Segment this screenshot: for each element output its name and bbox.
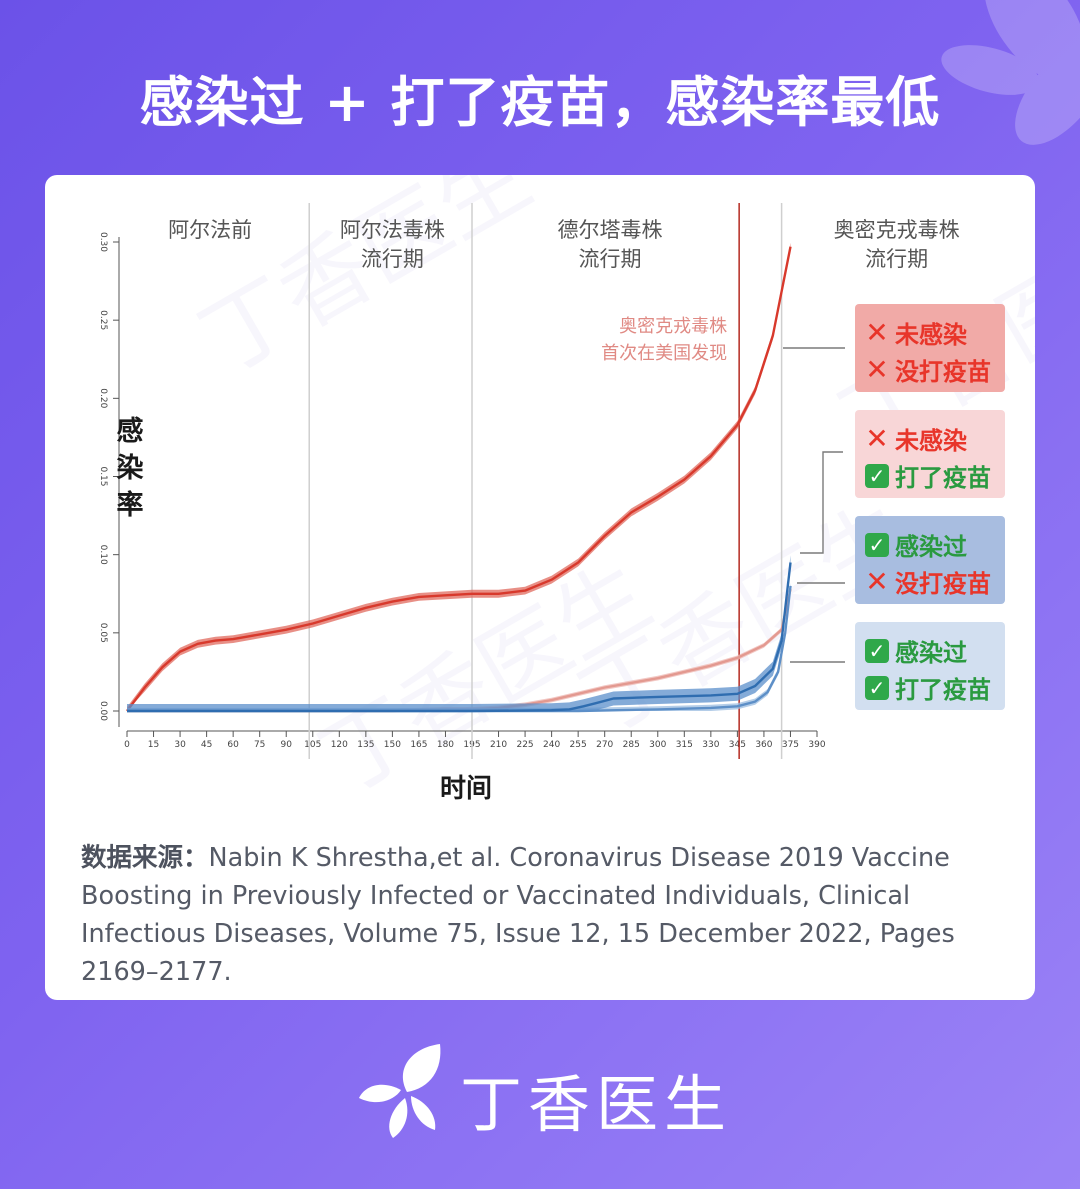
x-tick-label-10: 150 <box>384 740 401 750</box>
x-tick-label-12: 180 <box>437 740 454 750</box>
x-tick-label-18: 270 <box>596 740 613 750</box>
legend-text: 感染过 <box>895 533 967 561</box>
legend-line: ✓ 感染过 <box>865 526 1005 563</box>
x-tick-label-5: 75 <box>254 740 265 750</box>
x-tick-label-16: 240 <box>543 740 560 750</box>
y-axis-title-char-1: 染 <box>117 453 144 484</box>
legend-line: ✕ 未感染 <box>865 314 1005 351</box>
legend-line: ✕ 未感染 <box>865 420 1005 457</box>
x-tick-label-3: 45 <box>201 740 212 750</box>
y-axis-title-char-2: 率 <box>117 489 144 521</box>
legend-line: ✓ 感染过 <box>865 632 1005 669</box>
period-label-2-0: 德尔塔毒株 <box>558 218 663 242</box>
x-tick-label-21: 315 <box>676 740 693 750</box>
y-tick-label-5: 0.25 <box>98 310 108 330</box>
period-label-1-0: 阿尔法毒株 <box>340 218 445 242</box>
legend-text: 没打疫苗 <box>895 358 991 386</box>
legend-box-uninfected_vaccinated: ✕ 未感染 ✓ 打了疫苗 <box>855 410 1005 498</box>
cross-icon: ✕ <box>865 316 889 349</box>
x-tick-label-8: 120 <box>331 740 348 750</box>
check-icon: ✓ <box>865 638 889 663</box>
period-label-3-0: 奥密克戎毒株 <box>834 218 960 242</box>
cross-icon: ✕ <box>865 353 889 386</box>
x-tick-label-1: 15 <box>148 740 159 750</box>
legend-line: ✓ 打了疫苗 <box>865 457 1005 494</box>
brand-name: 丁香医生 <box>460 1068 733 1141</box>
y-tick-label-2: 0.10 <box>98 545 108 565</box>
x-tick-label-9: 135 <box>357 740 374 750</box>
omicron-detected-label-1: 首次在美国发现 <box>601 343 727 364</box>
x-tick-label-6: 90 <box>281 740 293 750</box>
data-source: 数据来源：Nabin K Shrestha,et al. Coronavirus… <box>81 839 1001 991</box>
data-source-label: 数据来源： <box>81 843 209 873</box>
cross-icon: ✕ <box>865 565 889 598</box>
x-tick-label-20: 300 <box>649 740 666 750</box>
lilac-flower-icon <box>359 1044 441 1138</box>
check-icon: ✓ <box>865 463 889 488</box>
legend-text: 打了疫苗 <box>895 464 991 492</box>
legend-connector-1 <box>800 451 843 554</box>
brand-logo: 丁香医生 <box>355 1040 735 1141</box>
x-tick-label-26: 390 <box>808 740 825 750</box>
y-tick-label-6: 0.30 <box>98 232 108 252</box>
x-tick-label-15: 225 <box>516 740 533 750</box>
infection-rate-chart: 丁香医生丁香医生丁香医生丁香医生0.000.050.100.150.200.25… <box>98 175 1035 814</box>
x-tick-label-0: 0 <box>124 740 130 750</box>
x-tick-label-4: 60 <box>227 740 239 750</box>
y-tick-label-0: 0.00 <box>98 701 108 721</box>
legend-box-infected_unvaccinated: ✓ 感染过 ✕ 没打疫苗 <box>855 516 1005 604</box>
data-source-text: Nabin K Shrestha,et al. Coronavirus Dise… <box>81 843 955 987</box>
x-tick-label-17: 255 <box>570 740 587 750</box>
period-label-3-1: 流行期 <box>865 247 928 271</box>
x-tick-label-7: 105 <box>304 740 321 750</box>
chart-card: 丁香医生丁香医生丁香医生丁香医生0.000.050.100.150.200.25… <box>45 175 1035 1000</box>
period-label-1-1: 流行期 <box>361 247 424 271</box>
x-tick-label-23: 345 <box>729 740 746 750</box>
y-tick-label-1: 0.05 <box>98 623 108 643</box>
legend-text: 未感染 <box>895 321 967 349</box>
legend-text: 没打疫苗 <box>895 570 991 598</box>
check-icon: ✓ <box>865 675 889 700</box>
x-tick-label-25: 375 <box>782 740 799 750</box>
legend-line: ✕ 没打疫苗 <box>865 351 1005 388</box>
x-axis-title: 时间 <box>440 774 492 804</box>
legend-box-infected_vaccinated: ✓ 感染过 ✓ 打了疫苗 <box>855 622 1005 710</box>
x-tick-label-2: 30 <box>174 740 186 750</box>
legend-line: ✓ 打了疫苗 <box>865 669 1005 706</box>
legend-box-uninfected_unvaccinated: ✕ 未感染 ✕ 没打疫苗 <box>855 304 1005 392</box>
check-icon: ✓ <box>865 532 889 557</box>
period-label-0-0: 阿尔法前 <box>168 218 252 242</box>
x-tick-label-24: 360 <box>755 740 772 750</box>
x-tick-label-22: 330 <box>702 740 719 750</box>
omicron-detected-label-0: 奥密克戎毒株 <box>619 316 727 337</box>
legend-text: 感染过 <box>895 639 967 667</box>
y-tick-label-4: 0.20 <box>98 388 108 408</box>
legend-line: ✕ 没打疫苗 <box>865 563 1005 600</box>
x-tick-label-11: 165 <box>410 740 427 750</box>
watermark-0: 丁香医生 <box>184 175 548 394</box>
x-tick-label-14: 210 <box>490 740 507 750</box>
x-tick-label-19: 285 <box>623 740 640 750</box>
legend-text: 打了疫苗 <box>895 676 991 704</box>
y-axis-title-char-0: 感 <box>117 415 144 447</box>
line-infected_unvaccinated <box>127 562 792 713</box>
line-uninfected_unvaccinated <box>126 246 792 712</box>
y-tick-label-3: 0.15 <box>98 466 108 486</box>
legend-text: 未感染 <box>895 427 967 455</box>
cross-icon: ✕ <box>865 422 889 455</box>
page-title: 感染过 + 打了疫苗，感染率最低 <box>139 71 941 134</box>
period-label-2-1: 流行期 <box>579 247 642 271</box>
